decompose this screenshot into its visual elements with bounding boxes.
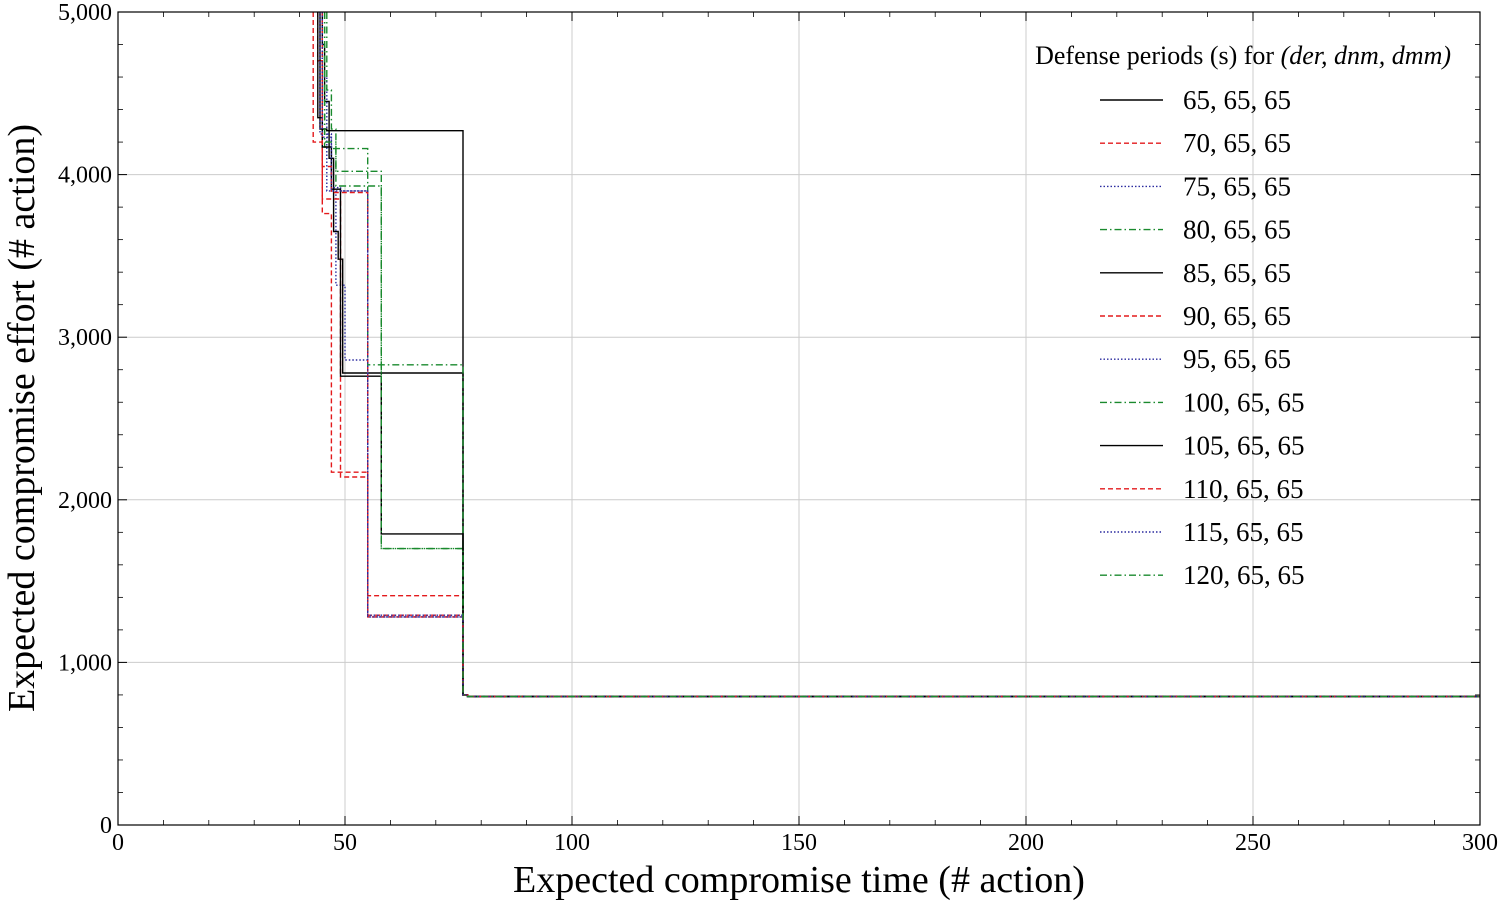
y-tick-label: 3,000 [58, 325, 112, 351]
series-line-12 [323, 12, 1480, 698]
y-tick-label: 1,000 [58, 650, 112, 676]
legend-label-10: 110, 65, 65 [1183, 474, 1304, 504]
legend-label-11: 115, 65, 65 [1183, 517, 1304, 547]
legend-label-2: 70, 65, 65 [1183, 128, 1291, 158]
series-group [312, 12, 1480, 698]
legend-title: Defense periods (s) for (der, dnm, dmm) [1035, 41, 1451, 70]
legend-title-prefix: Defense periods (s) for [1035, 41, 1280, 70]
x-tick-label: 100 [554, 830, 590, 856]
legend: Defense periods (s) for (der, dnm, dmm) … [1035, 41, 1451, 590]
x-tick-label: 250 [1235, 830, 1271, 856]
legend-label-3: 75, 65, 65 [1183, 171, 1291, 201]
legend-label-1: 65, 65, 65 [1183, 85, 1291, 115]
y-tick-label: 4,000 [58, 163, 112, 189]
y-tick-label: 5,000 [58, 0, 112, 26]
ticks [117, 11, 1481, 826]
x-tick-label: 300 [1462, 830, 1498, 856]
legend-label-5: 85, 65, 65 [1183, 258, 1291, 288]
x-tick-label: 50 [333, 830, 357, 856]
y-tick-label: 2,000 [58, 488, 112, 514]
legend-label-8: 100, 65, 65 [1183, 387, 1305, 417]
legend-title-math: (der, dnm, dmm) [1281, 41, 1451, 70]
legend-label-9: 105, 65, 65 [1183, 431, 1305, 461]
legend-label-6: 90, 65, 65 [1183, 301, 1291, 331]
x-tick-label: 200 [1008, 830, 1044, 856]
series-line-11 [321, 12, 1480, 698]
legend-label-4: 80, 65, 65 [1183, 215, 1291, 245]
series-line-2 [317, 12, 1480, 698]
legend-entries: 65, 65, 65 70, 65, 65 75, 65, 65 80, 65, 65… [1100, 85, 1305, 590]
legend-label-7: 95, 65, 65 [1183, 344, 1291, 374]
y-tick-label: 0 [100, 813, 112, 839]
tick-labels: 0 50 100 150 200 250 300 0 1,000 2,000 3,000 4,000 5… [58, 0, 1498, 856]
x-axis-title: Expected compromise time (# action) [513, 859, 1085, 901]
x-tick-label: 150 [781, 830, 817, 856]
legend-label-12: 120, 65, 65 [1183, 560, 1305, 590]
x-tick-label: 0 [112, 830, 124, 856]
y-axis-title: Expected compromise effort (# action) [1, 124, 43, 712]
